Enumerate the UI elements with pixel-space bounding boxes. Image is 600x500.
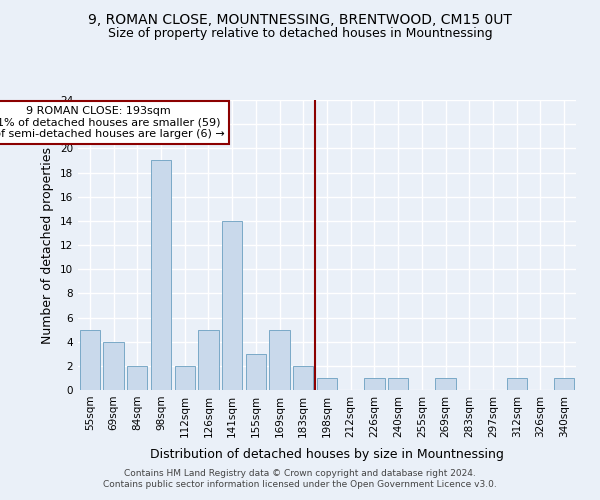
Y-axis label: Number of detached properties: Number of detached properties — [41, 146, 55, 344]
Bar — [151, 160, 171, 390]
Text: Contains public sector information licensed under the Open Government Licence v3: Contains public sector information licen… — [103, 480, 497, 489]
Bar — [554, 378, 574, 390]
Bar — [127, 366, 148, 390]
Bar — [269, 330, 290, 390]
Bar — [506, 378, 527, 390]
Bar — [80, 330, 100, 390]
Text: Size of property relative to detached houses in Mountnessing: Size of property relative to detached ho… — [107, 28, 493, 40]
Bar — [199, 330, 218, 390]
X-axis label: Distribution of detached houses by size in Mountnessing: Distribution of detached houses by size … — [150, 448, 504, 461]
Bar — [317, 378, 337, 390]
Bar — [175, 366, 195, 390]
Text: Contains HM Land Registry data © Crown copyright and database right 2024.: Contains HM Land Registry data © Crown c… — [124, 468, 476, 477]
Bar — [388, 378, 408, 390]
Bar — [436, 378, 455, 390]
Text: 9 ROMAN CLOSE: 193sqm
← 91% of detached houses are smaller (59)
9% of semi-detac: 9 ROMAN CLOSE: 193sqm ← 91% of detached … — [0, 106, 224, 139]
Bar — [293, 366, 313, 390]
Bar — [246, 354, 266, 390]
Text: 9, ROMAN CLOSE, MOUNTNESSING, BRENTWOOD, CM15 0UT: 9, ROMAN CLOSE, MOUNTNESSING, BRENTWOOD,… — [88, 12, 512, 26]
Bar — [103, 342, 124, 390]
Bar — [364, 378, 385, 390]
Bar — [222, 221, 242, 390]
